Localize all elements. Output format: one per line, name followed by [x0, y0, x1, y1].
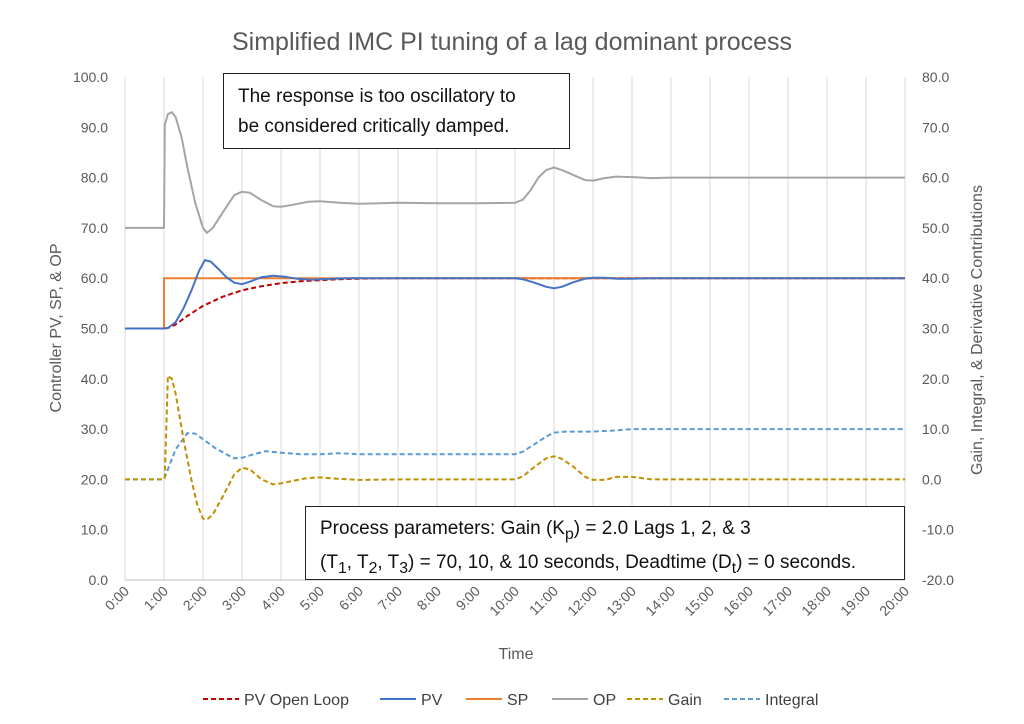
annotation-oscillatory: The response is too oscillatory to be co…	[223, 73, 570, 149]
chart-title: Simplified IMC PI tuning of a lag domina…	[232, 28, 792, 56]
annotation-subscript: 2	[368, 559, 378, 577]
y-left-tick-label: 80.0	[81, 170, 108, 186]
x-tick-label: 20:00	[876, 583, 912, 619]
y-right-tick-label: -20.0	[922, 572, 954, 588]
x-tick-label: 10:00	[486, 583, 522, 619]
y-left-tick-label: 50.0	[81, 321, 108, 337]
legend-label: OP	[593, 692, 616, 709]
x-tick-label: 13:00	[603, 583, 639, 619]
annotation-text: ) = 0 seconds.	[736, 551, 857, 573]
x-tick-label: 7:00	[375, 583, 406, 614]
y-left-tick-label: 0.0	[89, 572, 109, 588]
y-axis-right-title: Gain, Integral, & Derivative Contributio…	[969, 185, 986, 475]
y-left-tick-label: 90.0	[81, 119, 108, 135]
annotation-text: , T	[346, 551, 369, 573]
annotation-text: ) = 2.0 Lags 1, 2, & 3	[573, 518, 751, 539]
annotation-subscript: 3	[399, 559, 409, 577]
x-tick-label: 14:00	[642, 583, 678, 619]
annotation-text: (T	[320, 551, 338, 573]
x-axis-title: Time	[499, 646, 534, 663]
annotation-text: Process parameters: Gain (K	[320, 518, 565, 539]
legend-label: SP	[507, 692, 528, 709]
legend-label: Integral	[765, 692, 818, 709]
x-tick-label: 15:00	[681, 583, 717, 619]
x-tick-label: 1:00	[141, 583, 172, 614]
y-right-tick-label: 50.0	[922, 220, 949, 236]
series-lines	[125, 111, 905, 521]
series-line-pv	[125, 259, 905, 330]
x-tick-label: 9:00	[453, 583, 484, 614]
x-tick-label: 17:00	[759, 583, 795, 619]
y-left-tick-label: 10.0	[81, 522, 108, 538]
y-right-tick-label: 20.0	[922, 371, 949, 387]
annotation-line: (T1, T2, T3) = 70, 10, & 10 seconds, Dea…	[320, 549, 890, 583]
y-right-tick-label: 10.0	[922, 421, 949, 437]
grid-lines	[124, 77, 906, 580]
legend-label: PV Open Loop	[244, 692, 349, 709]
x-tick-label: 5:00	[297, 583, 328, 614]
annotation-subscript: 1	[337, 559, 347, 577]
x-tick-label: 6:00	[336, 583, 367, 614]
y-right-tick-label: 60.0	[922, 170, 949, 186]
y-right-tick-label: -10.0	[922, 522, 954, 538]
y-axis-left-title: Controller PV, SP, & OP	[48, 244, 65, 413]
y-right-tick-label: 30.0	[922, 321, 949, 337]
x-tick-label: 3:00	[219, 583, 250, 614]
x-tick-label: 12:00	[564, 583, 600, 619]
annotation-line: Process parameters: Gain (Kp) = 2.0 Lags…	[320, 515, 890, 549]
annotation-line: The response is too oscillatory to	[238, 86, 516, 107]
y-left-tick-label: 60.0	[81, 270, 108, 286]
x-tick-label: 11:00	[526, 583, 562, 619]
x-tick-label: 2:00	[180, 583, 211, 614]
y-left-tick-label: 40.0	[81, 371, 108, 387]
annotation-subscript: t	[731, 559, 737, 577]
y-left-tick-label: 20.0	[81, 471, 108, 487]
x-tick-label: 16:00	[720, 583, 756, 619]
y-right-tick-label: 80.0	[922, 69, 949, 85]
legend-label: PV	[421, 692, 443, 709]
x-tick-label: 18:00	[798, 583, 834, 619]
annotation-text: , T	[377, 551, 400, 573]
legend: PV Open Loop PV SP OP Gain Integral	[203, 692, 818, 709]
x-tick-label: 19:00	[837, 583, 873, 619]
annotation-subscript: p	[564, 525, 574, 543]
y-left-tick-label: 70.0	[81, 220, 108, 236]
series-line-op	[125, 111, 905, 234]
y-left-tick-label: 30.0	[81, 421, 108, 437]
y-right-tick-label: 70.0	[922, 119, 949, 135]
x-tick-label: 8:00	[414, 583, 445, 614]
y-left-tick-label: 100.0	[73, 69, 108, 85]
annotation-process-parameters: Process parameters: Gain (Kp) = 2.0 Lags…	[305, 506, 905, 580]
y-right-tick-label: 0.0	[922, 471, 942, 487]
series-line-integral	[125, 428, 905, 481]
legend-label: Gain	[668, 692, 702, 709]
annotation-text: ) = 70, 10, & 10 seconds, Deadtime (D	[408, 551, 732, 573]
y-right-tick-label: 40.0	[922, 270, 949, 286]
x-tick-label: 4:00	[258, 583, 289, 614]
annotation-line: be considered critically damped.	[238, 116, 510, 137]
